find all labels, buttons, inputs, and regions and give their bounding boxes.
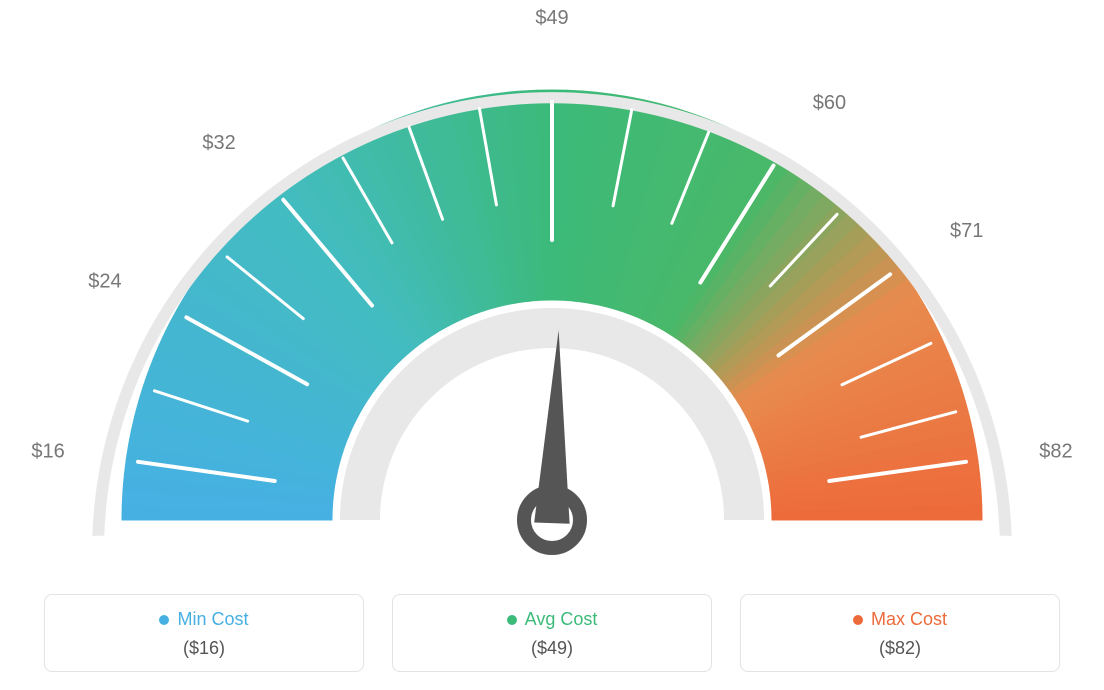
gauge-tick-label: $71 bbox=[950, 220, 983, 242]
legend-label-min: Min Cost bbox=[177, 609, 248, 630]
gauge-area: $16 $24 $32 $49 $60 $71 $82 bbox=[0, 0, 1104, 580]
legend-label-row-avg: Avg Cost bbox=[403, 609, 701, 630]
gauge-tick-label: $16 bbox=[31, 441, 64, 463]
legend-value-min: ($16) bbox=[55, 638, 353, 659]
legend-row: Min Cost ($16) Avg Cost ($49) Max Cost (… bbox=[0, 594, 1104, 672]
dot-avg bbox=[507, 615, 517, 625]
legend-label-avg: Avg Cost bbox=[525, 609, 598, 630]
legend-label-max: Max Cost bbox=[871, 609, 947, 630]
legend-card-min: Min Cost ($16) bbox=[44, 594, 364, 672]
gauge-tick-label: $49 bbox=[535, 7, 568, 29]
legend-value-avg: ($49) bbox=[403, 638, 701, 659]
gauge-tick-label: $32 bbox=[202, 132, 235, 154]
legend-card-avg: Avg Cost ($49) bbox=[392, 594, 712, 672]
legend-label-row-max: Max Cost bbox=[751, 609, 1049, 630]
legend-card-max: Max Cost ($82) bbox=[740, 594, 1060, 672]
gauge-svg: $16 $24 $32 $49 $60 $71 $82 bbox=[0, 0, 1104, 580]
gauge-tick-label: $60 bbox=[813, 92, 846, 114]
dot-min bbox=[159, 615, 169, 625]
legend-label-row-min: Min Cost bbox=[55, 609, 353, 630]
gauge-chart-container: $16 $24 $32 $49 $60 $71 $82 Min Cost ($16) Avg… bbox=[0, 0, 1104, 690]
legend-value-max: ($82) bbox=[751, 638, 1049, 659]
gauge-tick-label: $82 bbox=[1039, 441, 1072, 463]
gauge-tick-label: $24 bbox=[88, 270, 121, 292]
dot-max bbox=[853, 615, 863, 625]
